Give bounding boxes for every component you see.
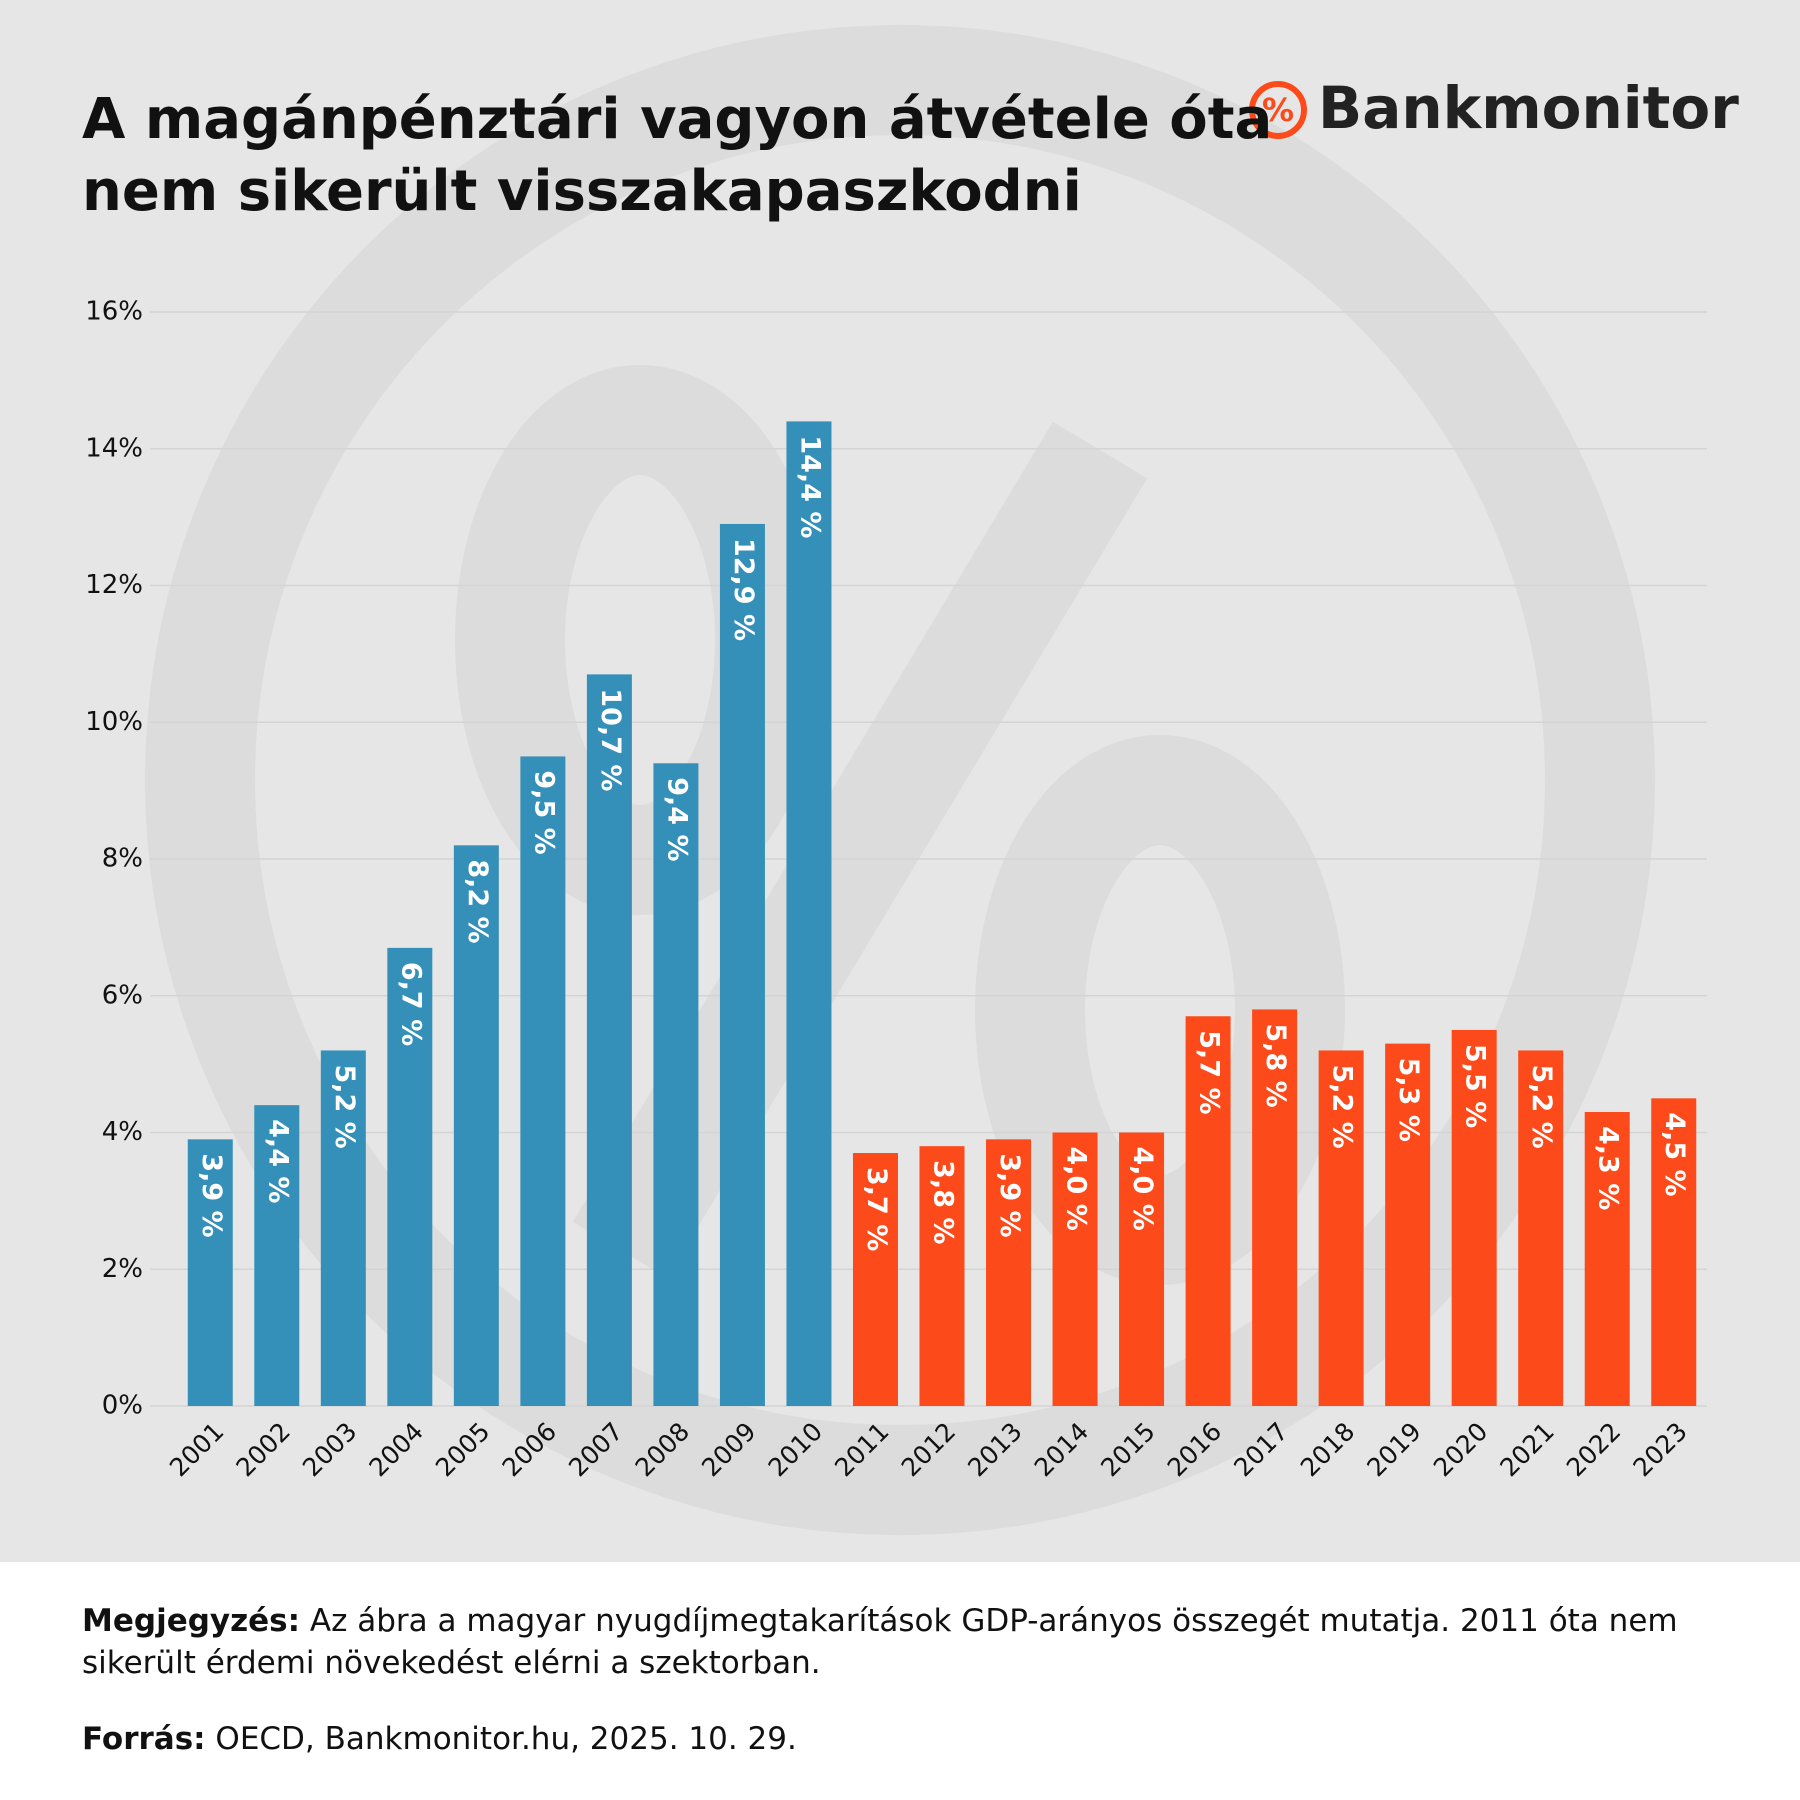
- bar: [187, 1139, 233, 1406]
- chart-title: A magánpénztári vagyon átvétele óta nem …: [82, 87, 1273, 224]
- bar: [986, 1139, 1032, 1406]
- bar: [1052, 1132, 1098, 1406]
- value-label: 5,5 %: [1460, 1044, 1491, 1128]
- value-label: 14,4 %: [794, 435, 825, 538]
- y-tick-label: 0%: [102, 1391, 143, 1421]
- value-label: 12,9 %: [728, 538, 759, 641]
- value-label: 3,9 %: [994, 1153, 1025, 1237]
- value-label: 4,4 %: [262, 1119, 293, 1203]
- bar: [254, 1105, 300, 1406]
- bar: [653, 763, 699, 1406]
- y-tick-label: 10%: [85, 707, 143, 737]
- bar: [919, 1146, 965, 1406]
- bar: [520, 756, 566, 1406]
- bar: [1385, 1043, 1431, 1406]
- svg-text:%: %: [1262, 91, 1294, 129]
- value-label: 3,7 %: [861, 1167, 892, 1251]
- value-label: 9,4 %: [661, 777, 692, 861]
- bar: [1518, 1050, 1564, 1406]
- bar: [1584, 1111, 1630, 1406]
- source-text: OECD, Bankmonitor.hu, 2025. 10. 29.: [215, 1721, 797, 1757]
- value-label: 6,7 %: [395, 962, 426, 1046]
- value-label: 4,3 %: [1593, 1126, 1624, 1210]
- note-label: Megjegyzés:: [82, 1603, 301, 1639]
- value-label: 3,9 %: [196, 1153, 227, 1237]
- value-label: 4,0 %: [1061, 1147, 1092, 1231]
- value-label: 9,5 %: [528, 770, 559, 854]
- y-tick-label: 12%: [85, 570, 143, 600]
- value-label: 10,7 %: [595, 688, 626, 791]
- source-label: Forrás:: [82, 1721, 206, 1757]
- value-label: 5,2 %: [1327, 1064, 1358, 1148]
- note: Megjegyzés: Az ábra a magyar nyugdíjmegt…: [82, 1600, 1722, 1684]
- y-tick-label: 2%: [102, 1254, 143, 1284]
- y-tick-label: 4%: [102, 1117, 143, 1147]
- value-label: 3,8 %: [928, 1160, 959, 1244]
- bar: [719, 523, 765, 1406]
- bar: [1451, 1029, 1497, 1406]
- bar: [1119, 1132, 1165, 1406]
- y-tick-label: 8%: [102, 844, 143, 874]
- bar: [1185, 1016, 1231, 1406]
- bar: [786, 421, 832, 1406]
- source: Forrás: OECD, Bankmonitor.hu, 2025. 10. …: [82, 1718, 1722, 1760]
- bar: [1318, 1050, 1364, 1406]
- y-tick-label: 6%: [102, 980, 143, 1010]
- value-label: 8,2 %: [462, 859, 493, 943]
- value-label: 5,7 %: [1194, 1030, 1225, 1114]
- bar: [1651, 1098, 1697, 1406]
- y-tick-label: 14%: [85, 433, 143, 463]
- brand: Bankmonitor: [1318, 74, 1739, 142]
- note-text: Az ábra a magyar nyugdíjmegtakarítások G…: [82, 1603, 1678, 1681]
- value-label: 5,3 %: [1393, 1058, 1424, 1142]
- logo: % Bankmonitor: [1249, 74, 1739, 142]
- bar: [586, 674, 632, 1406]
- value-label: 5,2 %: [1526, 1064, 1557, 1148]
- bar: [387, 947, 433, 1406]
- value-label: 4,5 %: [1659, 1112, 1690, 1196]
- footer: Megjegyzés: Az ábra a magyar nyugdíjmegt…: [82, 1600, 1722, 1794]
- y-tick-label: 16%: [85, 297, 143, 327]
- value-label: 5,8 %: [1260, 1023, 1291, 1107]
- bar: [320, 1050, 366, 1406]
- bar: [1252, 1009, 1298, 1406]
- value-label: 5,2 %: [329, 1064, 360, 1148]
- bar: [453, 845, 499, 1406]
- bar: [852, 1153, 898, 1406]
- value-label: 4,0 %: [1127, 1147, 1158, 1231]
